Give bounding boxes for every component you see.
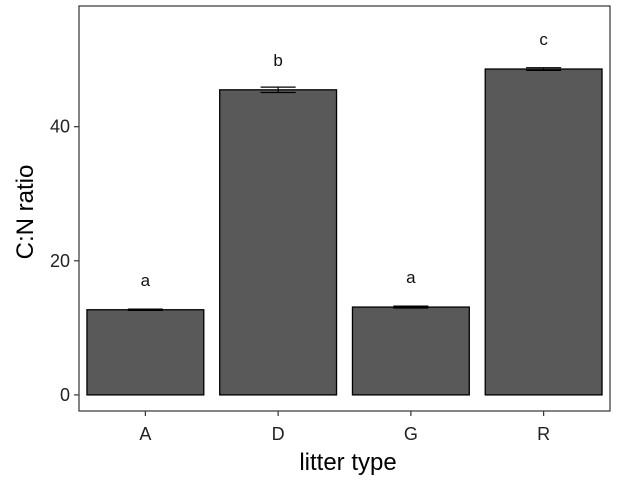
significance-labels-group: a b a c [141, 30, 549, 290]
y-tick-label-0: 0 [60, 385, 70, 405]
bar-A [86, 309, 205, 396]
x-axis-title: litter type [299, 449, 396, 476]
y-axis-title: C:N ratio [12, 165, 39, 260]
significance-label-A: a [141, 271, 151, 290]
error-bar-D [260, 86, 296, 94]
significance-label-R: c [539, 30, 548, 49]
y-axis: 0 20 40 [50, 117, 79, 405]
bar-D [219, 89, 338, 396]
y-tick-label-40: 40 [50, 117, 70, 137]
x-tick-label-D: D [272, 424, 285, 444]
x-tick-label-R: R [537, 424, 550, 444]
x-tick-label-A: A [139, 424, 151, 444]
y-tick-label-20: 20 [50, 251, 70, 271]
error-bars-group [127, 67, 562, 312]
bar-G [351, 306, 470, 396]
significance-label-D: b [273, 51, 282, 70]
error-bar-A [127, 308, 163, 312]
error-bar-R [526, 67, 562, 71]
bar-R [484, 68, 603, 396]
error-bar-G [393, 305, 429, 309]
significance-label-G: a [406, 268, 416, 287]
x-tick-label-G: G [404, 424, 418, 444]
